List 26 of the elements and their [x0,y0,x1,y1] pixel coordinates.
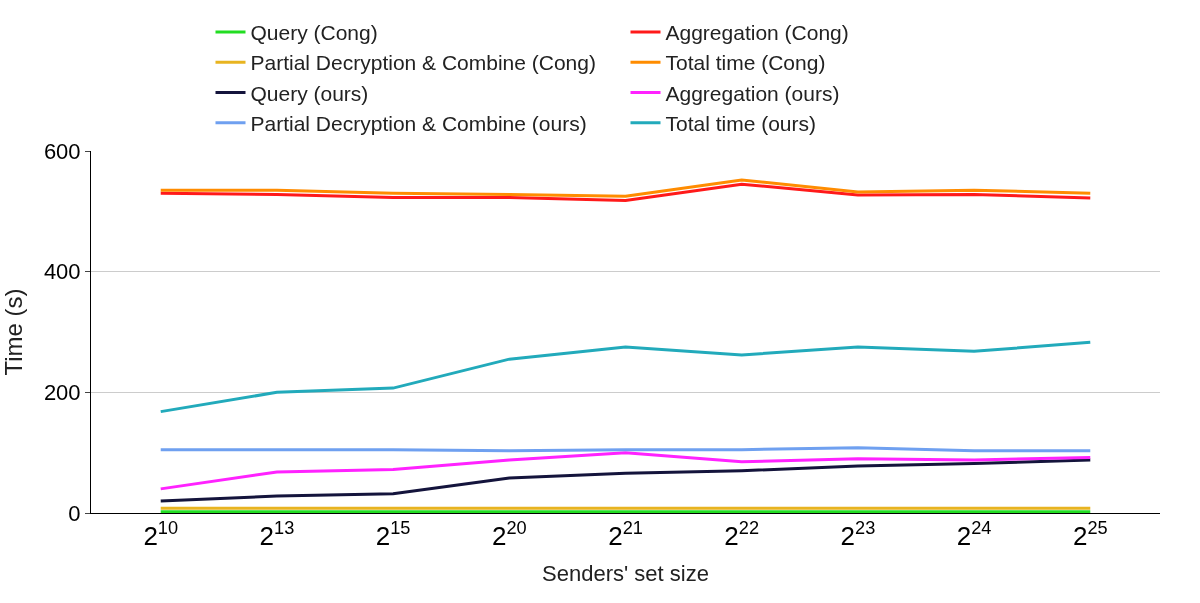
y-tick-label: 0 [68,500,81,526]
legend-label: Aggregation (Cong) [665,21,849,45]
x-tick-label: 2$^{22}$ [724,518,760,552]
legend-label: Query (ours) [250,81,369,105]
x-tick-label: 2$^{21}$ [608,518,643,552]
y-tick-label: 400 [43,259,81,285]
legend-label: Partial Decryption & Combine (Cong) [250,51,596,75]
x-axis-title: Senders' set size [542,561,709,587]
legend-label: Total time (Cong) [665,51,826,75]
x-tick-label: 2$^{15}$ [375,518,411,552]
y-axis-title: Time (s) [0,288,27,376]
x-tick-label: 2$^{23}$ [840,518,876,552]
legend-label: Total time (ours) [665,112,817,135]
x-tick-label: 2$^{24}$ [956,518,992,552]
x-tick-label: 2$^{10}$ [143,518,179,552]
line-series [159,451,1092,491]
legend-label: Query (Cong) [250,21,378,45]
x-tick-label: 2$^{25}$ [1072,518,1108,552]
x-tick-label: 2$^{13}$ [259,518,295,552]
line-series [159,458,1092,503]
x-tick-label: 2$^{20}$ [491,518,527,552]
line-series [159,340,1092,414]
legend-label: Partial Decryption & Combine (ours) [250,112,587,135]
legend-label: Aggregation (ours) [665,81,840,105]
y-tick-label: 600 [43,138,81,164]
y-tick-label: 200 [43,380,81,406]
